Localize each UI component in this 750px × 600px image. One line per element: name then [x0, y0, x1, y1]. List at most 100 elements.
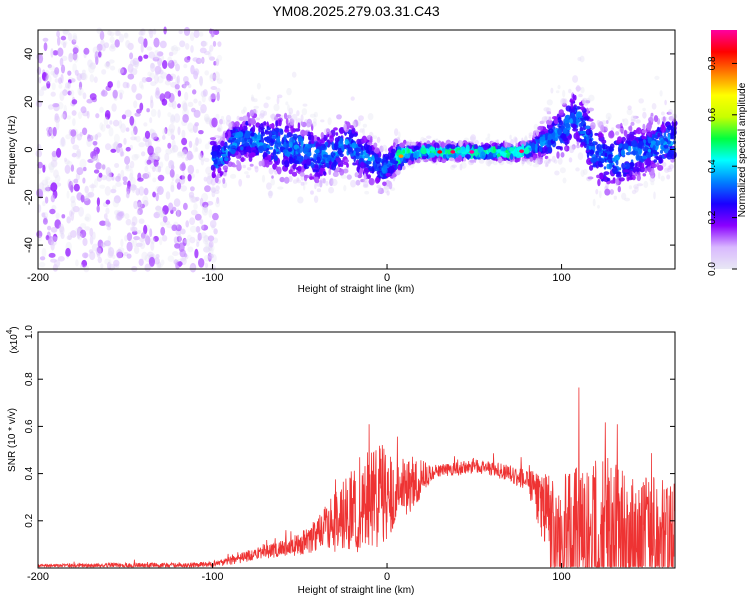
- y-tick-label: 0.8: [24, 372, 35, 386]
- spectrogram-cell: [35, 99, 43, 108]
- y-tick-label: -40: [23, 237, 35, 253]
- spectrogram-cell: [578, 93, 583, 98]
- spectrogram-cell: [589, 150, 595, 155]
- spectrogram-cell: [515, 142, 519, 148]
- spectrogram-cell: [557, 157, 563, 165]
- spectrogram-cell: [185, 156, 189, 161]
- spectrogram-cell: [202, 89, 208, 97]
- spectrogram-cell: [618, 127, 625, 133]
- spectrogram-cell: [303, 181, 308, 185]
- spectrogram-cell: [329, 178, 334, 187]
- spectrogram-cell: [175, 209, 182, 217]
- spectrogram-cell: [125, 164, 129, 170]
- spectrogram-cell: [642, 111, 647, 119]
- spectrogram-cell: [167, 202, 174, 211]
- spectrogram-cell: [232, 164, 237, 168]
- spectrogram-cell: [140, 84, 144, 90]
- spectrogram-cell: [208, 209, 213, 218]
- spectrogram-cell: [293, 144, 300, 150]
- spectrogram-cell: [499, 151, 505, 155]
- spectrogram-cell: [291, 171, 298, 177]
- spectrogram-cell: [41, 212, 46, 218]
- spectrogram-cell: [615, 159, 619, 166]
- spectrogram-cell: [94, 51, 99, 61]
- spectrogram-cell: [179, 163, 186, 172]
- spectrogram-cell: [212, 212, 219, 221]
- spectrogram-cell: [659, 90, 663, 97]
- spectrogram-cell: [50, 194, 56, 203]
- spectrogram-cell: [671, 113, 678, 120]
- snr-x-label: Height of straight line (km): [298, 585, 415, 596]
- spectrogram-cell: [306, 151, 312, 157]
- spectrogram-cell: [162, 215, 168, 223]
- spectrogram-cell: [556, 151, 560, 159]
- spectrogram-cell: [70, 211, 75, 221]
- spectrogram-cell: [95, 162, 102, 170]
- spectrogram-cell: [297, 196, 304, 204]
- spectrogram-cell: [626, 108, 633, 116]
- spectrogram-cell: [289, 118, 295, 126]
- spectrogram-cell: [663, 144, 669, 149]
- spectrogram-cell: [219, 135, 223, 142]
- spectrogram-cell: [641, 135, 647, 140]
- spectrogram-cell: [181, 100, 187, 110]
- spectrogram-cell: [55, 212, 60, 220]
- spectrogram-cell: [204, 70, 209, 76]
- spectrogram-cell: [160, 259, 165, 266]
- spectrogram-cell: [201, 206, 209, 216]
- spectrogram-cell: [377, 186, 382, 192]
- spectrogram-cell: [576, 138, 580, 142]
- spectrogram-cell: [120, 67, 127, 76]
- y-tick-label: 0: [23, 146, 35, 152]
- spectrogram-cell: [154, 155, 161, 161]
- spectrogram-cell: [287, 114, 292, 119]
- spectrogram-cell: [657, 132, 661, 138]
- spectrogram-cell: [562, 137, 568, 142]
- spectrogram-cell: [643, 180, 649, 189]
- spectrogram-cell: [195, 147, 199, 152]
- spectrogram-cell: [61, 214, 66, 219]
- spectrogram-cell: [379, 145, 384, 153]
- spectrogram-cell: [405, 157, 409, 163]
- spectrogram-cell: [95, 113, 100, 119]
- spectrogram-cell: [133, 236, 141, 241]
- spectrogram-cell: [209, 56, 215, 61]
- spectrogram-cell: [59, 226, 65, 235]
- spectrogram-cell: [243, 106, 247, 113]
- spectrogram-cell: [615, 173, 622, 178]
- spectrogram-cell: [103, 213, 108, 220]
- spectrogram-cell: [630, 115, 637, 122]
- spectrogram-cell: [359, 128, 364, 133]
- spectrogram-cell: [627, 105, 632, 111]
- spectrogram-cell: [592, 198, 596, 207]
- spectrogram-cell: [266, 144, 271, 149]
- spectrogram-cell: [49, 163, 55, 173]
- spectrogram-peak: [398, 154, 404, 158]
- spectrogram-cell: [130, 68, 138, 76]
- spectrogram-cell: [647, 166, 652, 173]
- spectrogram-cell: [333, 127, 338, 131]
- spectrogram-cell: [135, 188, 140, 196]
- spectrogram-cell: [571, 144, 576, 150]
- spectrogram-cell: [635, 127, 642, 135]
- spectrogram-cell: [301, 108, 308, 116]
- spectrogram-cell: [642, 146, 649, 152]
- spectrogram-cell: [548, 158, 552, 162]
- spectrogram-cell: [70, 164, 75, 172]
- spectrogram-cell: [300, 121, 304, 126]
- spectrogram-cell: [78, 81, 83, 90]
- spectrogram-cell: [569, 134, 572, 139]
- spectrogram-cell: [560, 152, 565, 158]
- spectrogram-cell: [166, 223, 173, 229]
- spectrogram-cell: [72, 205, 80, 213]
- spectrogram-cell: [189, 153, 194, 160]
- spectrogram-cell: [105, 61, 110, 67]
- spectrogram-cell: [78, 89, 82, 96]
- spectrogram-cell: [58, 83, 63, 89]
- spectrogram-cell: [155, 192, 159, 202]
- spectrogram-cell: [181, 137, 188, 146]
- spectrogram-cell: [79, 158, 87, 169]
- spectrogram-cell: [626, 133, 631, 141]
- spectrogram-cell: [77, 86, 84, 96]
- spectrogram-cell: [376, 184, 382, 189]
